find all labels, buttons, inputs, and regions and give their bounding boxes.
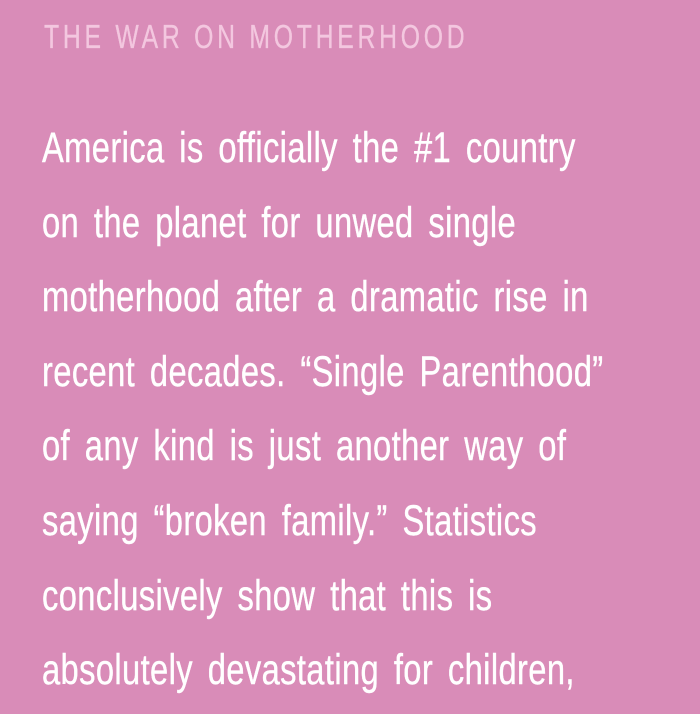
body-paragraph: America is officially the #1 country on … <box>42 111 604 708</box>
body-text-line: America is officially the #1 country <box>42 124 576 172</box>
body-text-line: recent decades. “Single Parenthood” <box>42 347 604 396</box>
body-text-line: on the planet for unwed single <box>42 198 517 247</box>
body-text-line: saying “broken family.” Statistics <box>42 496 538 545</box>
body-text-line: motherhood after a dramatic rise in <box>42 273 589 322</box>
body-text-line: of any kind is just another way of <box>42 422 567 471</box>
section-heading: THE WAR ON MOTHERHOOD <box>44 18 469 55</box>
body-text-line: absolutely devastating for children, <box>42 646 575 695</box>
body-text-line: conclusively show that this is <box>42 571 493 620</box>
